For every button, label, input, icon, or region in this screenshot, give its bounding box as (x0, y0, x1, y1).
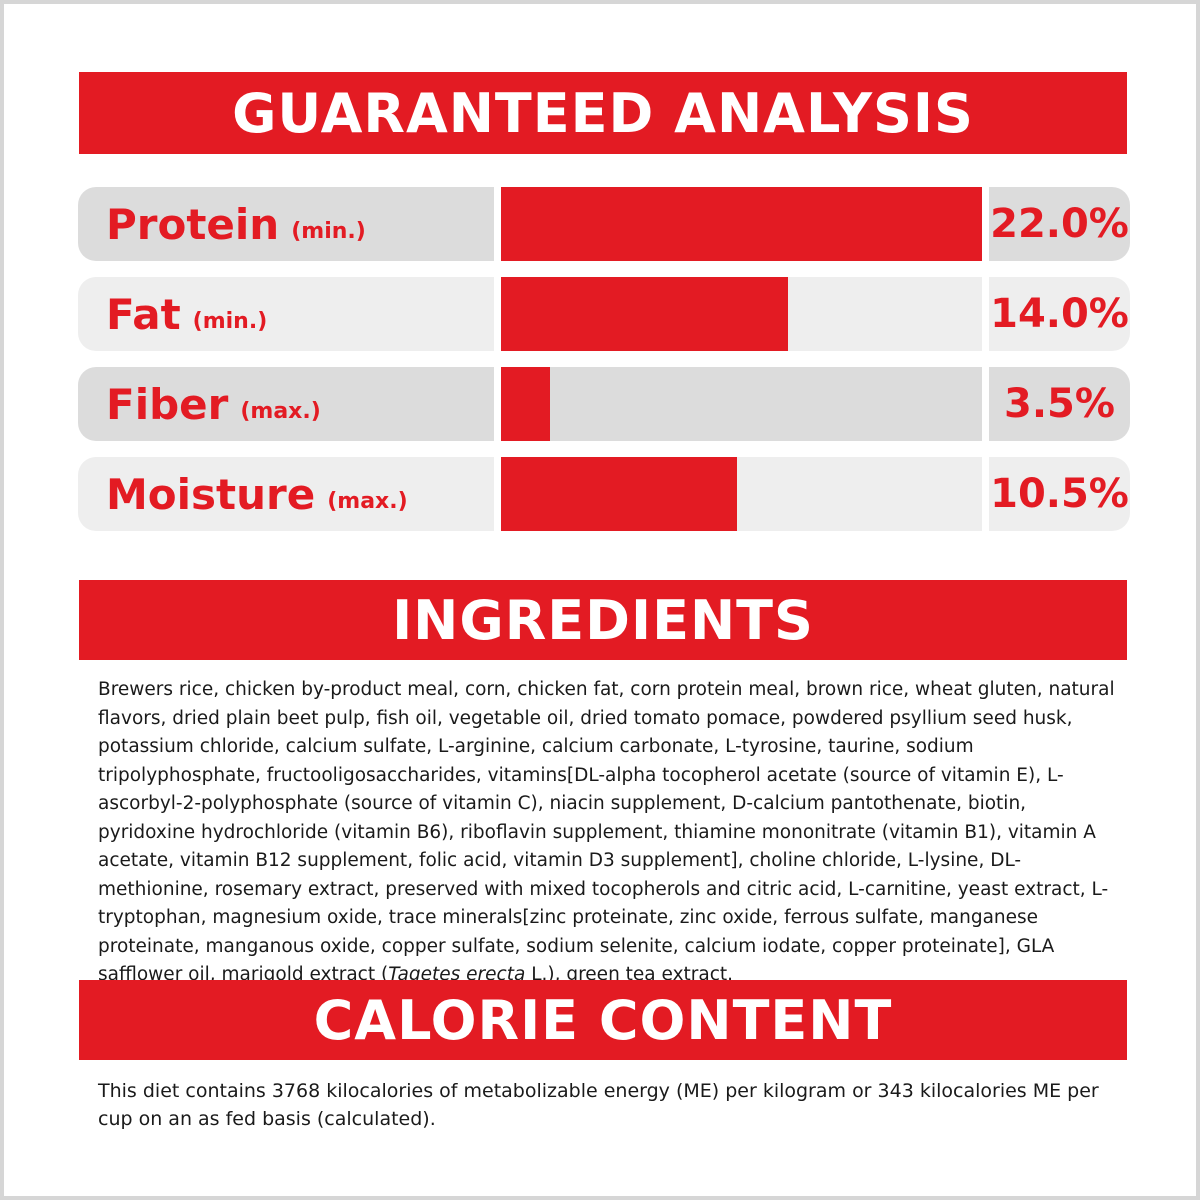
analysis-bar-track (501, 367, 982, 441)
nutrient-value: 14.0% (989, 277, 1130, 351)
nutrient-qualifier: (min.) (291, 218, 366, 244)
analysis-row-fiber: Fiber (max.) 3.5% (78, 367, 1130, 441)
analysis-row-fat: Fat (min.) 14.0% (78, 277, 1130, 351)
analysis-label: Fat (min.) (78, 277, 494, 351)
guaranteed-analysis-title: GUARANTEED ANALYSIS (232, 81, 974, 145)
calorie-content-text: This diet contains 3768 kilocalories of … (98, 1080, 1099, 1130)
analysis-bar-track (501, 457, 982, 531)
analysis-label: Moisture (max.) (78, 457, 494, 531)
analysis-label: Protein (min.) (78, 187, 494, 261)
guaranteed-analysis-banner: GUARANTEED ANALYSIS (79, 72, 1127, 154)
analysis-row-moisture: Moisture (max.) 10.5% (78, 457, 1130, 531)
ingredients-text-main: Brewers rice, chicken by-product meal, c… (98, 679, 1115, 985)
ingredients-text-end: L.), green tea extract. (525, 964, 734, 985)
nutrient-value: 10.5% (989, 457, 1130, 531)
analysis-bar-fill (501, 457, 738, 531)
analysis-bar-fill (501, 187, 982, 261)
ingredients-banner: INGREDIENTS (79, 580, 1127, 660)
nutrient-qualifier: (max.) (327, 488, 408, 514)
nutrient-name: Fiber (106, 379, 229, 429)
analysis-bar-fill (501, 277, 788, 351)
analysis-row-protein: Protein (min.) 22.0% (78, 187, 1130, 261)
nutrient-value: 22.0% (989, 187, 1130, 261)
ingredients-text-italic: Tagetes erecta (388, 964, 526, 985)
analysis-bar-track (501, 277, 982, 351)
ingredients-title: INGREDIENTS (392, 588, 814, 652)
nutrient-name: Moisture (106, 469, 316, 519)
analysis-bar-fill (501, 367, 551, 441)
nutrient-name: Fat (106, 289, 181, 339)
nutrient-value: 3.5% (989, 367, 1130, 441)
analysis-bar-track (501, 187, 982, 261)
calorie-content-title: CALORIE CONTENT (313, 988, 893, 1052)
nutrient-qualifier: (max.) (240, 398, 321, 424)
calorie-content-banner: CALORIE CONTENT (79, 980, 1127, 1060)
ingredients-list: Brewers rice, chicken by-product meal, c… (98, 676, 1118, 990)
analysis-label: Fiber (max.) (78, 367, 494, 441)
nutrient-name: Protein (106, 199, 280, 249)
nutrient-qualifier: (min.) (192, 308, 268, 334)
